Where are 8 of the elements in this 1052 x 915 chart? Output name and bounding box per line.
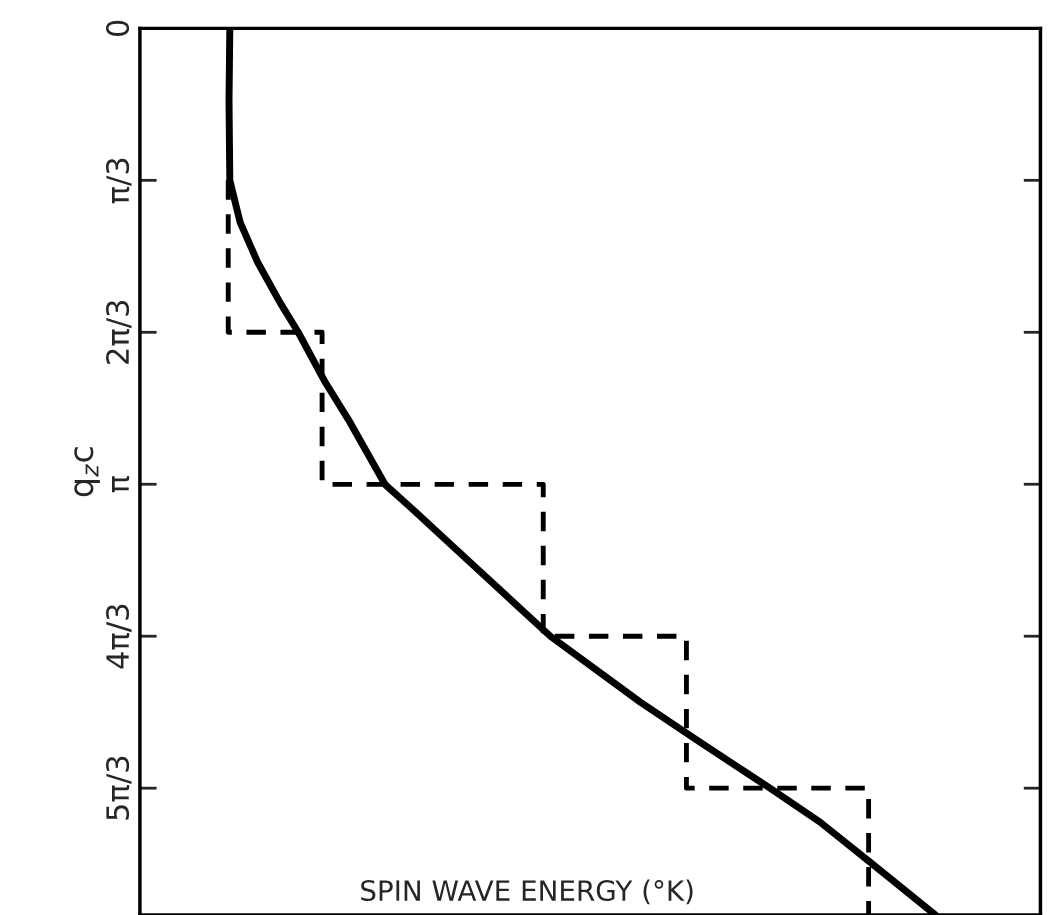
y-tick-label: 4π/3 (106, 604, 132, 669)
y-axis-title: q$_{z}$c (74, 447, 100, 497)
y-tick-label: π (111, 475, 130, 493)
y-tick-label: 2π/3 (106, 300, 132, 364)
y-tick-label: 5π/3 (106, 756, 132, 820)
y-tick-label: 0 (106, 20, 130, 37)
x-axis-title: SPIN WAVE ENERGY (°K) (361, 879, 693, 905)
y-tick-label: π/3 (106, 158, 132, 204)
